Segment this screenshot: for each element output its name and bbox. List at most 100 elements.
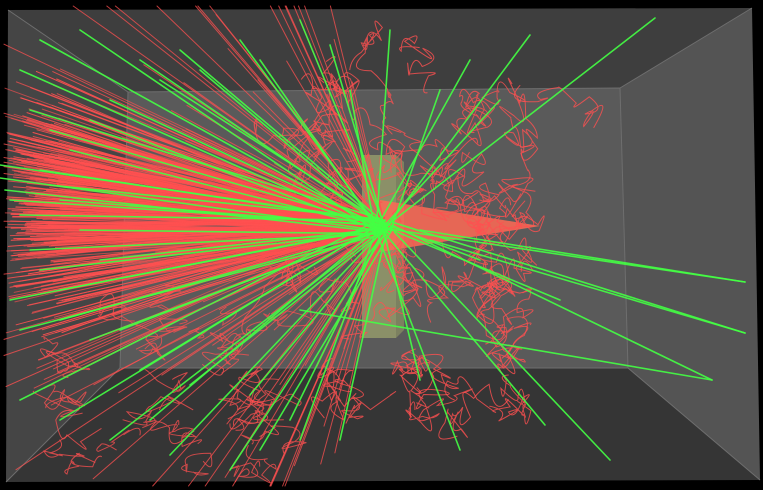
- neutral-track: [429, 239, 746, 334]
- low-energy-track: [158, 318, 188, 332]
- charged-track: [156, 5, 386, 227]
- neutral-track: [389, 225, 481, 261]
- neutral-track: [383, 17, 656, 229]
- neutral-track: [139, 59, 392, 232]
- low-energy-track: [40, 336, 69, 374]
- neutral-track: [109, 222, 392, 441]
- low-energy-track: [245, 444, 277, 484]
- low-energy-track: [466, 200, 526, 252]
- charged-track: [270, 225, 386, 487]
- low-energy-track: [218, 389, 254, 420]
- low-energy-track: [256, 378, 302, 406]
- neutral-track: [249, 223, 395, 396]
- charged-track: [197, 5, 386, 227]
- low-energy-track: [392, 355, 435, 394]
- neutral-track: [380, 59, 471, 221]
- neutral-track: [299, 19, 389, 234]
- low-energy-track: [457, 175, 500, 203]
- low-energy-track: [45, 351, 91, 379]
- low-energy-track: [481, 77, 539, 161]
- charged-track: [3, 166, 386, 227]
- low-energy-track: [138, 337, 166, 361]
- neutral-track: [59, 226, 396, 321]
- neutral-track: [29, 233, 380, 251]
- neutral-track: [392, 224, 713, 381]
- low-energy-track: [329, 167, 374, 214]
- neutral-track: [393, 231, 611, 461]
- low-energy-track: [32, 390, 86, 412]
- low-energy-track: [145, 395, 194, 413]
- low-energy-track: [310, 370, 364, 422]
- neutral-track: [49, 184, 379, 220]
- low-energy-track: [144, 369, 188, 393]
- charged-track: [320, 225, 386, 465]
- low-energy-track: [498, 131, 536, 194]
- charged-track: [93, 225, 386, 386]
- low-energy-track: [43, 439, 96, 463]
- low-energy-track: [201, 332, 239, 376]
- low-energy-track: [349, 20, 402, 133]
- neutral-track: [381, 222, 421, 381]
- neutral-track: [375, 29, 391, 225]
- neutral-track: [9, 226, 380, 301]
- low-energy-track: [64, 452, 103, 475]
- low-energy-track: [259, 425, 307, 454]
- low-energy-track: [495, 246, 538, 294]
- world-box-ceiling: [8, 8, 752, 92]
- neutral-track: [139, 220, 387, 371]
- neutral-track: [349, 89, 377, 235]
- neutral-track: [89, 227, 388, 341]
- charged-track: [59, 68, 375, 219]
- low-energy-track: [149, 284, 182, 312]
- low-energy-track: [461, 194, 507, 229]
- charged-track: [34, 228, 383, 241]
- neutral-track: [379, 99, 501, 231]
- low-energy-track: [97, 314, 185, 341]
- low-energy-track: [55, 409, 102, 450]
- charged-track: [335, 225, 386, 376]
- low-energy-track: [269, 253, 302, 293]
- low-energy-track: [491, 352, 526, 405]
- neutral-track: [375, 230, 461, 451]
- low-energy-track: [394, 139, 459, 213]
- low-energy-track: [444, 376, 532, 425]
- neutral-track: [259, 228, 394, 451]
- charged-track: [102, 225, 386, 296]
- neutral-track: [289, 224, 387, 421]
- low-energy-track: [451, 105, 492, 147]
- charged-track: [170, 110, 386, 227]
- neutral-track: [99, 228, 381, 261]
- neutral-track: [19, 214, 387, 222]
- neutral-track: [339, 224, 389, 441]
- neutral-track: [89, 119, 387, 234]
- neutral-track: [390, 89, 441, 228]
- low-energy-track: [426, 275, 498, 324]
- low-energy-track: [341, 391, 396, 424]
- charged-track: [188, 225, 386, 487]
- low-energy-track: [399, 35, 436, 94]
- neutral-track: [376, 223, 546, 426]
- charged-track: [3, 112, 386, 227]
- low-energy-track: [317, 357, 353, 390]
- charged-track: [64, 229, 376, 319]
- neutral-track: [391, 221, 746, 334]
- low-energy-track: [169, 427, 202, 448]
- charged-track: [15, 225, 386, 471]
- neutral-track: [387, 34, 531, 227]
- low-energy-track: [401, 348, 459, 418]
- low-energy-track: [181, 452, 213, 476]
- neutral-track: [419, 229, 746, 283]
- low-energy-track: [386, 125, 479, 191]
- low-energy-track: [263, 310, 314, 327]
- charged-track: [215, 14, 386, 227]
- neutral-track: [299, 230, 377, 441]
- neutral-track: [19, 69, 380, 230]
- low-energy-track: [498, 177, 535, 241]
- neutral-track: [159, 79, 386, 225]
- neutral-track: [299, 309, 713, 381]
- low-energy-track: [99, 293, 135, 322]
- low-energy-track: [480, 275, 512, 359]
- neutral-track: [39, 39, 391, 235]
